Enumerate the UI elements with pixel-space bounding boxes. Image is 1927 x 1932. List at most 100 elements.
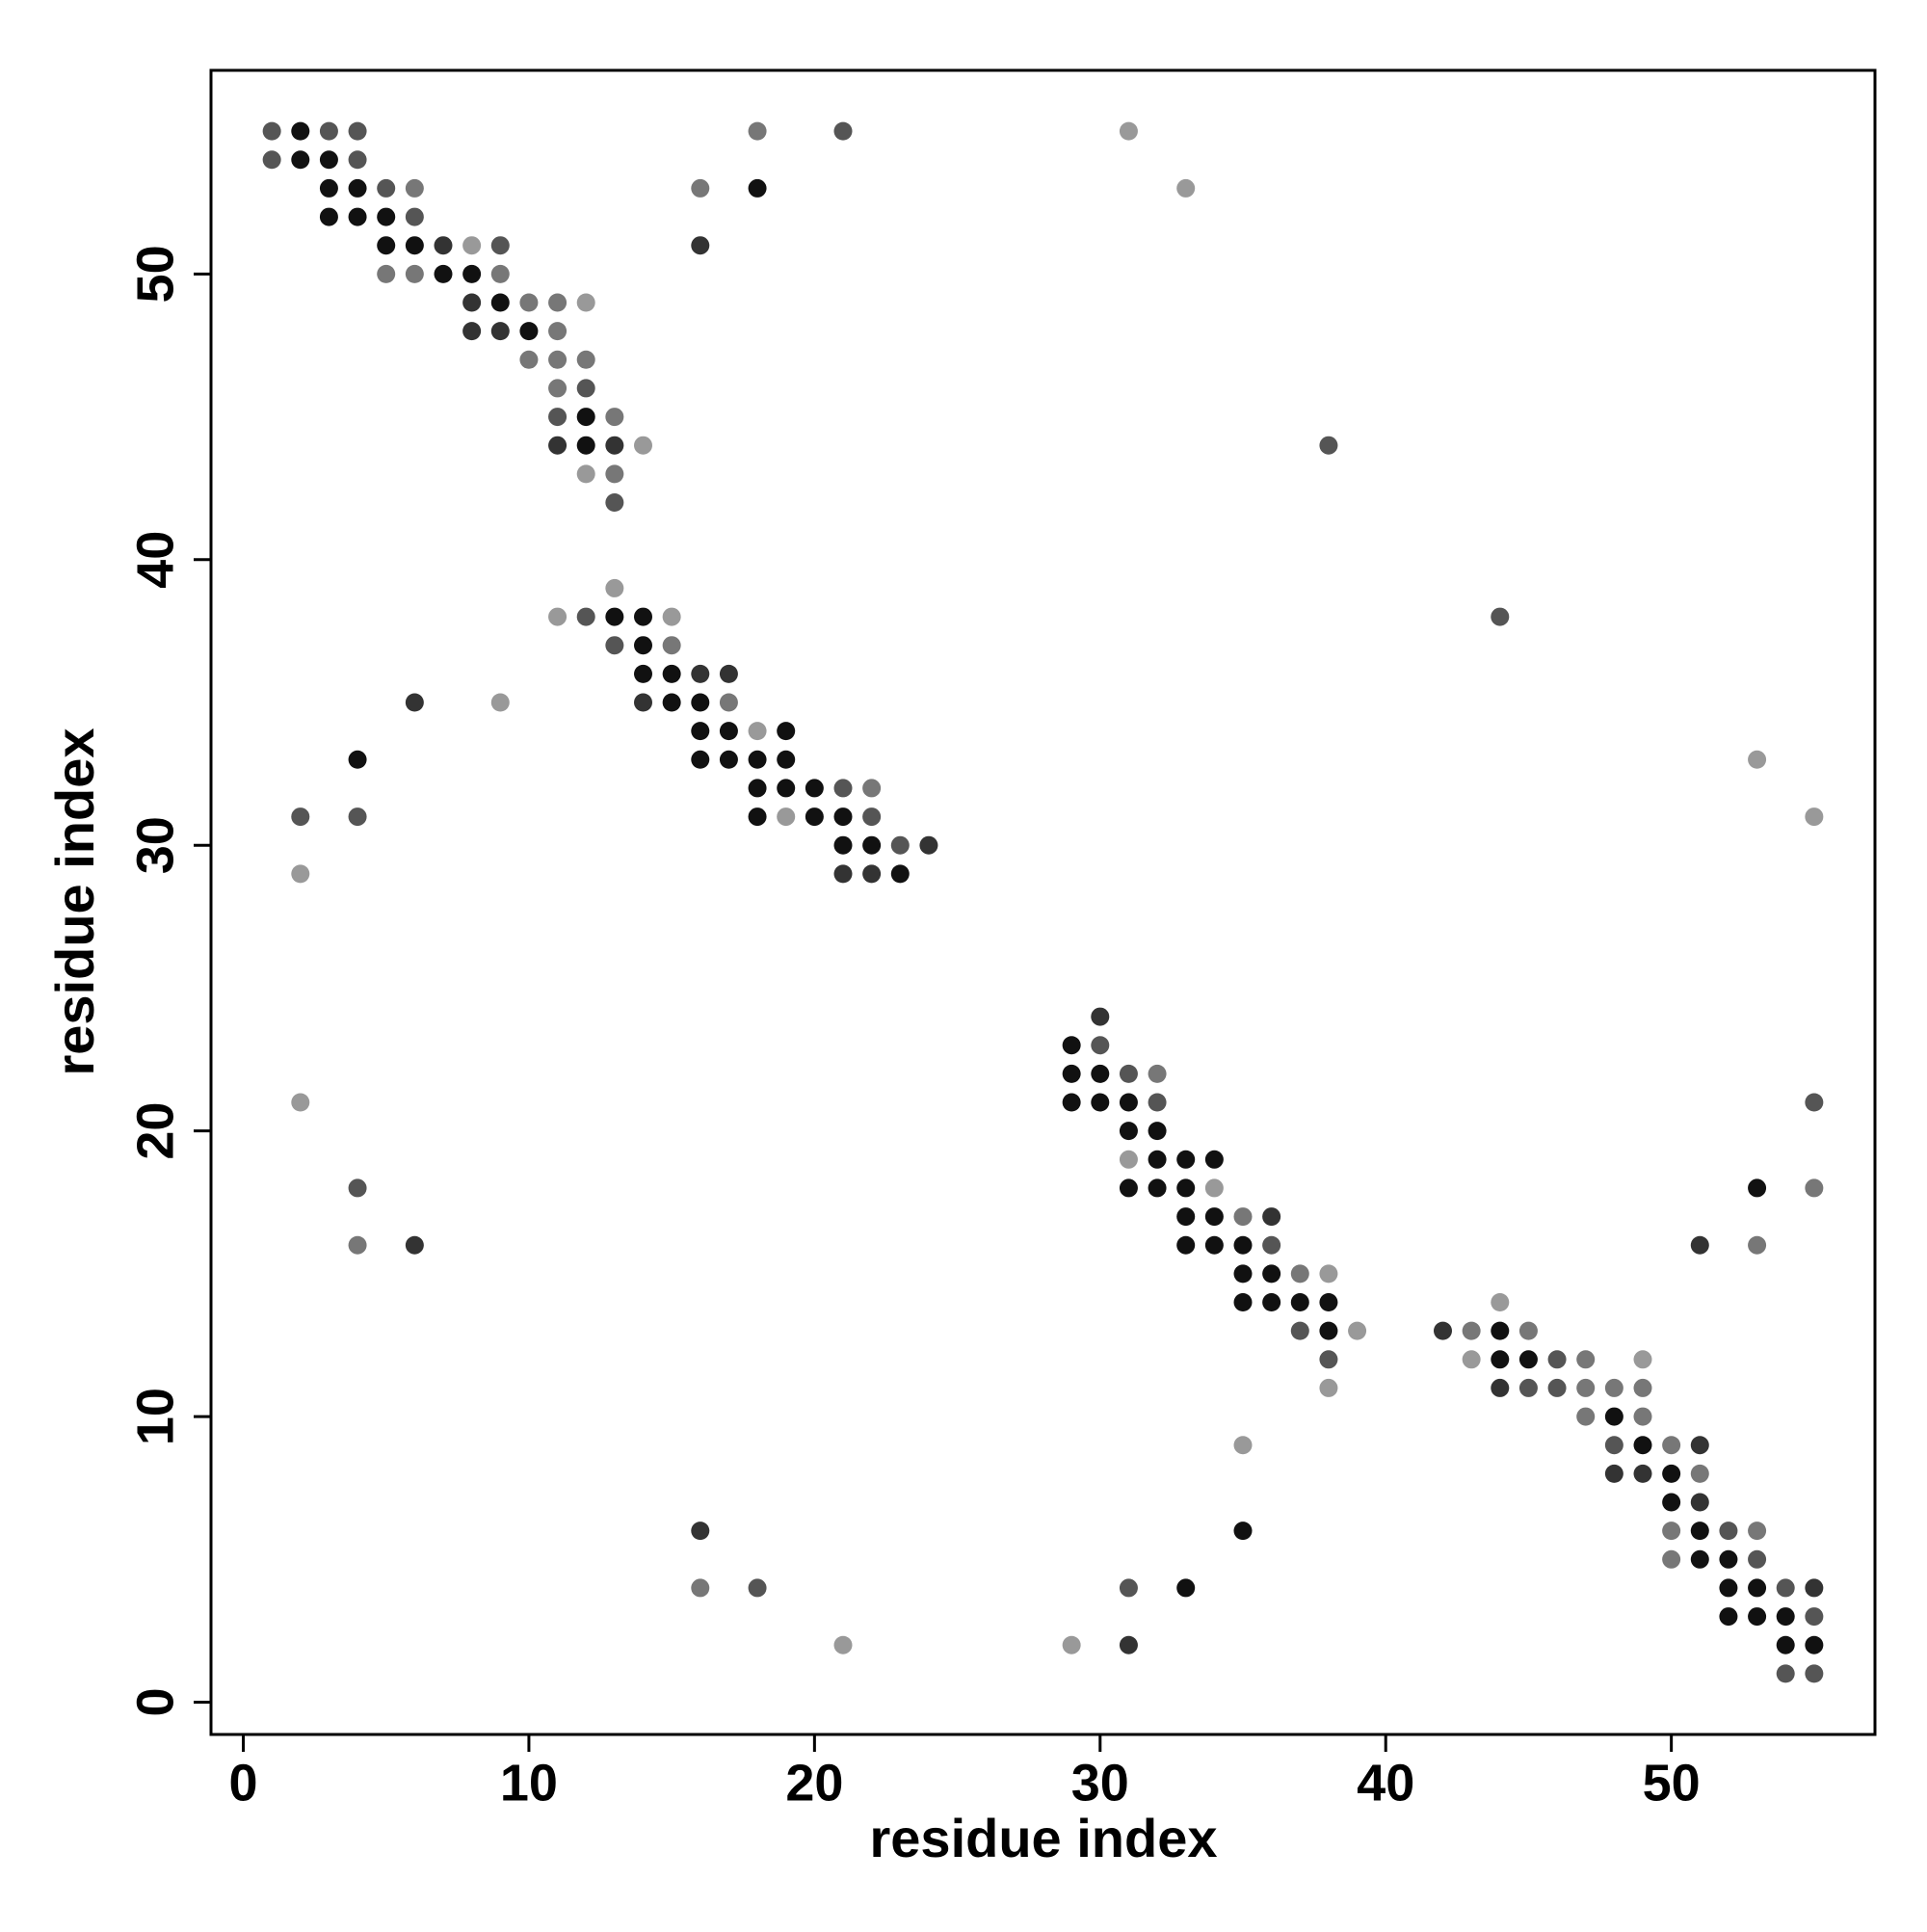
contact-point (691, 664, 710, 683)
contact-point (1604, 1378, 1623, 1397)
contact-point (662, 693, 681, 712)
contact-point (633, 693, 652, 712)
contact-point (1290, 1264, 1309, 1284)
contact-point (1148, 1178, 1167, 1198)
contact-point (1776, 1664, 1795, 1683)
contact-point (1148, 1093, 1167, 1112)
y-tick-label: 0 (126, 1687, 184, 1716)
contact-point (605, 578, 624, 597)
contact-point (1719, 1578, 1738, 1598)
contact-point (862, 779, 882, 798)
contact-point (1776, 1607, 1795, 1627)
contact-point (490, 293, 510, 312)
contact-point (377, 178, 396, 198)
contact-point (605, 464, 624, 484)
contact-point (1119, 1635, 1138, 1654)
contact-point (1319, 1321, 1338, 1340)
contact-point (291, 121, 310, 141)
contact-point (1091, 1007, 1110, 1026)
contact-point (1576, 1350, 1596, 1369)
contact-point (1748, 1578, 1767, 1598)
contact-point (548, 379, 568, 398)
contact-point (748, 722, 767, 741)
contact-point (1319, 1264, 1338, 1284)
contact-point (291, 807, 310, 827)
contact-point (1233, 1264, 1253, 1284)
contact-point (1518, 1321, 1538, 1340)
contact-point (1748, 750, 1767, 769)
contact-point (1062, 1093, 1081, 1112)
contact-point (691, 178, 710, 198)
contact-point (662, 664, 681, 683)
contact-point (1319, 1293, 1338, 1312)
contact-point (1690, 1493, 1709, 1512)
contact-point (1604, 1436, 1623, 1455)
contact-point (691, 236, 710, 255)
contact-point (633, 607, 652, 626)
contact-point (1062, 1635, 1081, 1654)
contact-point (319, 150, 338, 170)
contact-point (348, 150, 367, 170)
contact-point (1119, 121, 1138, 141)
contact-point (576, 408, 595, 427)
contact-point (1119, 1122, 1138, 1141)
contact-point (490, 693, 510, 712)
contact-point (319, 207, 338, 226)
contact-point (1233, 1207, 1253, 1227)
contact-point (548, 607, 568, 626)
contact-point (833, 864, 853, 884)
contact-point (262, 150, 281, 170)
contact-point (833, 807, 853, 827)
contact-point (719, 693, 738, 712)
contact-point (462, 322, 482, 341)
contact-point (1119, 1093, 1138, 1112)
contact-point (1204, 1207, 1224, 1227)
contact-point (348, 750, 367, 769)
contact-point (405, 1235, 424, 1255)
contact-point (1719, 1549, 1738, 1569)
contact-point (405, 693, 424, 712)
contact-point (1491, 1321, 1510, 1340)
contact-point (1062, 1064, 1081, 1083)
contact-point (1119, 1578, 1138, 1598)
contact-point (1290, 1293, 1309, 1312)
contact-point (1633, 1436, 1652, 1455)
contact-point (1176, 178, 1196, 198)
contact-point (1462, 1321, 1481, 1340)
contact-point (348, 1178, 367, 1198)
contact-point (1576, 1378, 1596, 1397)
contact-point (405, 178, 424, 198)
contact-point (462, 264, 482, 283)
contact-point (691, 750, 710, 769)
contact-point (748, 779, 767, 798)
contact-point (576, 350, 595, 369)
contact-point (1690, 1464, 1709, 1483)
contact-point (1776, 1578, 1795, 1598)
contact-point (1091, 1064, 1110, 1083)
contact-point (1233, 1293, 1253, 1312)
contact-point (291, 864, 310, 884)
contact-point (1233, 1436, 1253, 1455)
contact-point (548, 436, 568, 455)
contact-point (1690, 1235, 1709, 1255)
contact-point (1690, 1522, 1709, 1541)
contact-point (1434, 1321, 1453, 1340)
contact-point (1805, 1664, 1824, 1683)
y-tick-label: 40 (126, 531, 184, 589)
contact-point (1319, 436, 1338, 455)
contact-point (1290, 1321, 1309, 1340)
contact-point (1576, 1407, 1596, 1426)
contact-point (462, 293, 482, 312)
contact-point (1805, 1178, 1824, 1198)
contact-point (1719, 1607, 1738, 1627)
contact-point (605, 607, 624, 626)
contact-point (1148, 1150, 1167, 1169)
contact-point (719, 750, 738, 769)
contact-point (548, 293, 568, 312)
contact-point (1748, 1178, 1767, 1198)
y-tick-label: 30 (126, 816, 184, 874)
contact-point (490, 236, 510, 255)
contact-point (890, 864, 910, 884)
contact-point (1176, 1235, 1196, 1255)
contact-point (548, 322, 568, 341)
